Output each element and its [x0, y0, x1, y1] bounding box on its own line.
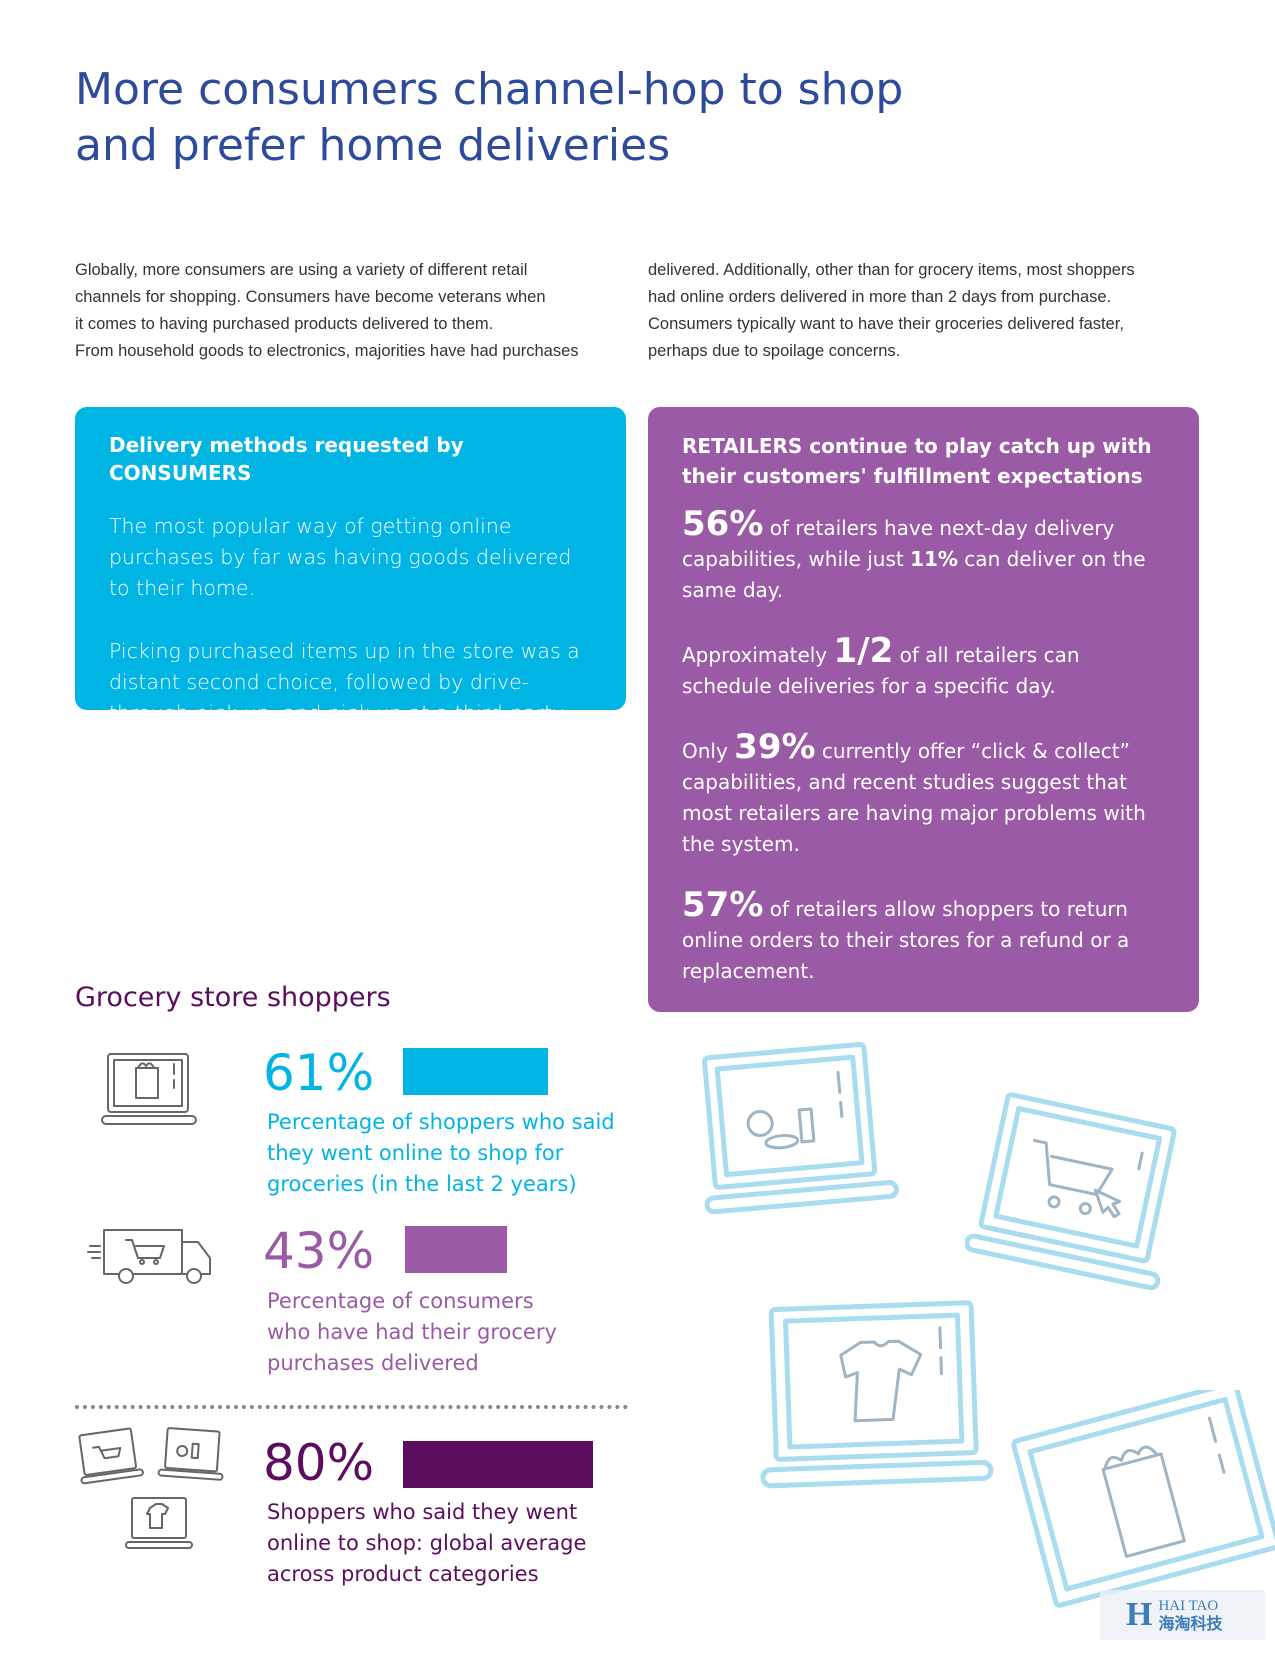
stat-number-inline: 11% — [910, 547, 958, 571]
title-line-2: and prefer home deliveries — [75, 120, 671, 171]
stat-text: of retailers allow shoppers to return on… — [682, 897, 1130, 983]
intro-line: had online orders delivered in more than… — [648, 288, 1112, 306]
consumers-delivery-box: Delivery methods requested by CONSUMERS … — [75, 407, 626, 756]
stat-text: can deliver on the same day. — [682, 547, 1146, 602]
stat-value-61: 61% — [263, 1044, 375, 1102]
retailers-expectations-box: RETAILERS continue to play catch up with… — [648, 407, 1199, 1012]
page-title: More consumers channel-hop to shop and p… — [75, 62, 975, 174]
retailers-stat-returns: 57% of retailers allow shoppers to retur… — [682, 888, 1165, 987]
stat-text: of all retailers can schedule deliveries… — [682, 643, 1080, 698]
laptop-grocery-icon — [100, 1050, 200, 1134]
intro-line: channels for shopping. Consumers have be… — [75, 288, 546, 306]
desc-line: who have had their grocery — [267, 1320, 557, 1344]
desc-line: across product categories — [267, 1562, 539, 1586]
stat-bar-61 — [403, 1048, 548, 1095]
desc-line: groceries (in the last 2 years) — [267, 1172, 577, 1196]
stat-value-43: 43% — [263, 1222, 375, 1280]
retailers-box-heading: RETAILERS continue to play catch up with… — [682, 434, 1152, 488]
consumers-box-paragraph-1: The most popular way of getting online p… — [109, 514, 572, 600]
intro-line: it comes to having purchased products de… — [75, 315, 494, 333]
stat-bar-80 — [403, 1441, 593, 1488]
section-divider — [75, 1405, 628, 1409]
stat-description-61: Percentage of shoppers who said they wen… — [267, 1107, 627, 1200]
watermark-latin: HAI TAO — [1158, 1598, 1219, 1614]
intro-column-right: delivered. Additionally, other than for … — [648, 257, 1193, 365]
stat-value-80: 80% — [263, 1434, 375, 1492]
stat-text: of retailers have next-day delivery capa… — [682, 516, 1115, 571]
laptops-group-icon — [76, 1424, 236, 1564]
watermark-letter: H — [1126, 1596, 1153, 1633]
stat-description-43: Percentage of consumers who have had the… — [267, 1286, 627, 1379]
stat-text: currently offer “click & collect” capabi… — [682, 739, 1146, 856]
retailers-stat-click-collect: Only 39% currently offer “click & collec… — [682, 730, 1165, 860]
consumers-box-paragraph-2: Picking purchased items up in the store … — [109, 639, 580, 756]
retailers-stat-next-day: 56% of retailers have next-day delivery … — [682, 507, 1165, 606]
stat-bar-43 — [405, 1226, 507, 1273]
stat-text: Approximately — [682, 643, 834, 667]
intro-line: delivered. Additionally, other than for … — [648, 261, 1135, 279]
watermark-text: HAI TAO 海淘科技 — [1158, 1597, 1222, 1633]
desc-line: they went online to shop for — [267, 1141, 564, 1165]
stat-number: 56% — [682, 504, 764, 544]
stat-number: 1/2 — [833, 631, 894, 671]
desc-line: Shoppers who said they went — [267, 1500, 578, 1524]
intro-column-left: Globally, more consumers are using a var… — [75, 257, 620, 365]
desc-line: Percentage of consumers — [267, 1289, 534, 1313]
title-line-1: More consumers channel-hop to shop — [75, 64, 904, 115]
intro-line: perhaps due to spoilage concerns. — [648, 342, 901, 360]
desc-line: purchases delivered — [267, 1351, 479, 1375]
watermark-chinese: 海淘科技 — [1158, 1614, 1223, 1633]
delivery-truck-icon — [86, 1222, 216, 1290]
consumers-box-heading: Delivery methods requested by CONSUMERS — [109, 433, 464, 485]
retailers-stat-schedule: Approximately 1/2 of all retailers can s… — [682, 634, 1165, 702]
stat-text: Only — [682, 739, 735, 763]
intro-line: From household goods to electronics, maj… — [75, 342, 579, 360]
laptop-cosmetics-illustration-icon — [700, 1040, 905, 1224]
intro-line: Globally, more consumers are using a var… — [75, 261, 528, 279]
stat-description-80: Shoppers who said they went online to sh… — [267, 1497, 627, 1590]
laptop-grocery-bag-illustration-icon — [1005, 1380, 1275, 1654]
laptop-cart-illustration-icon — [964, 1090, 1195, 1304]
intro-line: Consumers typically want to have their g… — [648, 315, 1124, 333]
desc-line: Percentage of shoppers who said — [267, 1110, 615, 1134]
stat-number: 57% — [682, 885, 764, 925]
desc-line: online to shop: global average — [267, 1531, 587, 1555]
stat-number: 39% — [734, 727, 816, 767]
laptop-shirt-illustration-icon — [756, 1300, 996, 1504]
grocery-section-title: Grocery store shoppers — [75, 982, 391, 1013]
watermark-logo: H HAI TAO 海淘科技 — [1100, 1590, 1265, 1640]
